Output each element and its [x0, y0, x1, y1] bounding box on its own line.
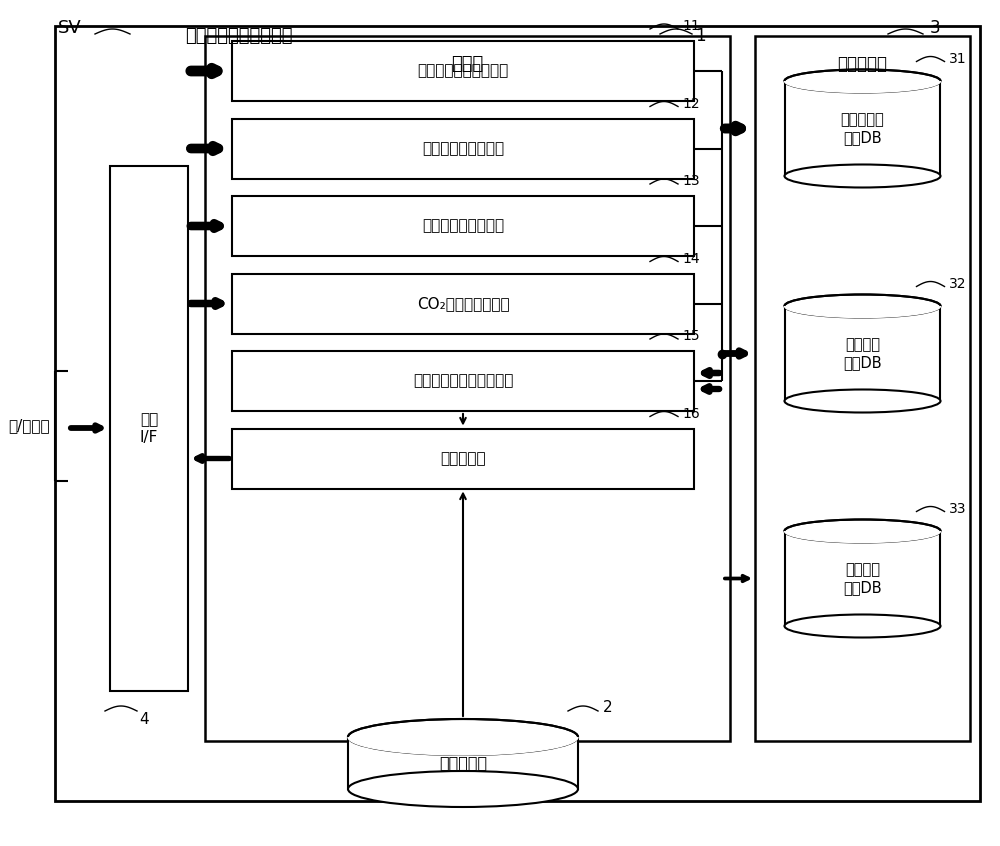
Bar [232, 41, 694, 101]
Bar [232, 196, 694, 256]
Text: 14: 14 [682, 251, 700, 266]
Ellipse shape [348, 771, 578, 807]
Ellipse shape [348, 719, 578, 755]
Text: 33: 33 [948, 502, 966, 515]
Text: 11: 11 [682, 19, 700, 33]
Ellipse shape [784, 389, 940, 413]
Ellipse shape [784, 164, 940, 188]
Text: CO₂排出信息管理部: CO₂排出信息管理部 [417, 296, 509, 311]
Text: 1: 1 [695, 27, 706, 45]
Bar [232, 351, 694, 411]
Text: 分配控制部: 分配控制部 [440, 451, 486, 466]
Text: 32: 32 [948, 277, 966, 290]
Bar [232, 273, 694, 333]
Bar [232, 429, 694, 488]
Ellipse shape [784, 519, 940, 542]
Text: 至/从网络: 至/从网络 [8, 419, 50, 433]
Text: 程序存储部: 程序存储部 [439, 755, 487, 771]
Text: 31: 31 [948, 52, 966, 65]
Ellipse shape [784, 69, 940, 92]
Bar [784, 531, 940, 626]
Text: 制造物属性信息管理部: 制造物属性信息管理部 [417, 63, 509, 79]
Bar [232, 118, 694, 179]
Text: SV: SV [58, 19, 82, 37]
Ellipse shape [784, 614, 940, 638]
Text: 维护履历
信息DB: 维护履历 信息DB [843, 563, 882, 595]
Text: 使用履历信息管理部: 使用履历信息管理部 [422, 141, 504, 156]
Text: 12: 12 [682, 96, 700, 111]
Polygon shape [784, 306, 940, 317]
Bar [755, 36, 970, 741]
Bar [205, 36, 730, 741]
Text: 13: 13 [682, 174, 700, 188]
Text: 制造物属性
信息DB: 制造物属性 信息DB [841, 113, 884, 145]
Text: 16: 16 [682, 406, 700, 420]
Bar [110, 166, 188, 691]
Text: 使用履历
信息DB: 使用履历 信息DB [843, 338, 882, 370]
Ellipse shape [784, 294, 940, 317]
Text: 2: 2 [603, 700, 613, 715]
Bar [784, 306, 940, 401]
Polygon shape [348, 737, 578, 755]
Text: 4: 4 [139, 711, 149, 727]
Text: 通信
I/F: 通信 I/F [140, 412, 158, 445]
Text: 数据存储部: 数据存储部 [838, 55, 888, 73]
Bar [348, 737, 578, 789]
Text: 重复使用辅助信息生成部: 重复使用辅助信息生成部 [413, 373, 513, 388]
Bar [784, 81, 940, 176]
Text: 控制部: 控制部 [451, 55, 484, 73]
Text: 3: 3 [930, 19, 941, 37]
Text: 15: 15 [682, 329, 700, 343]
Polygon shape [784, 81, 940, 92]
Text: 维护履历信息管理部: 维护履历信息管理部 [422, 218, 504, 233]
Text: 制造物信息管理服务器: 制造物信息管理服务器 [185, 27, 292, 45]
Polygon shape [784, 531, 940, 542]
